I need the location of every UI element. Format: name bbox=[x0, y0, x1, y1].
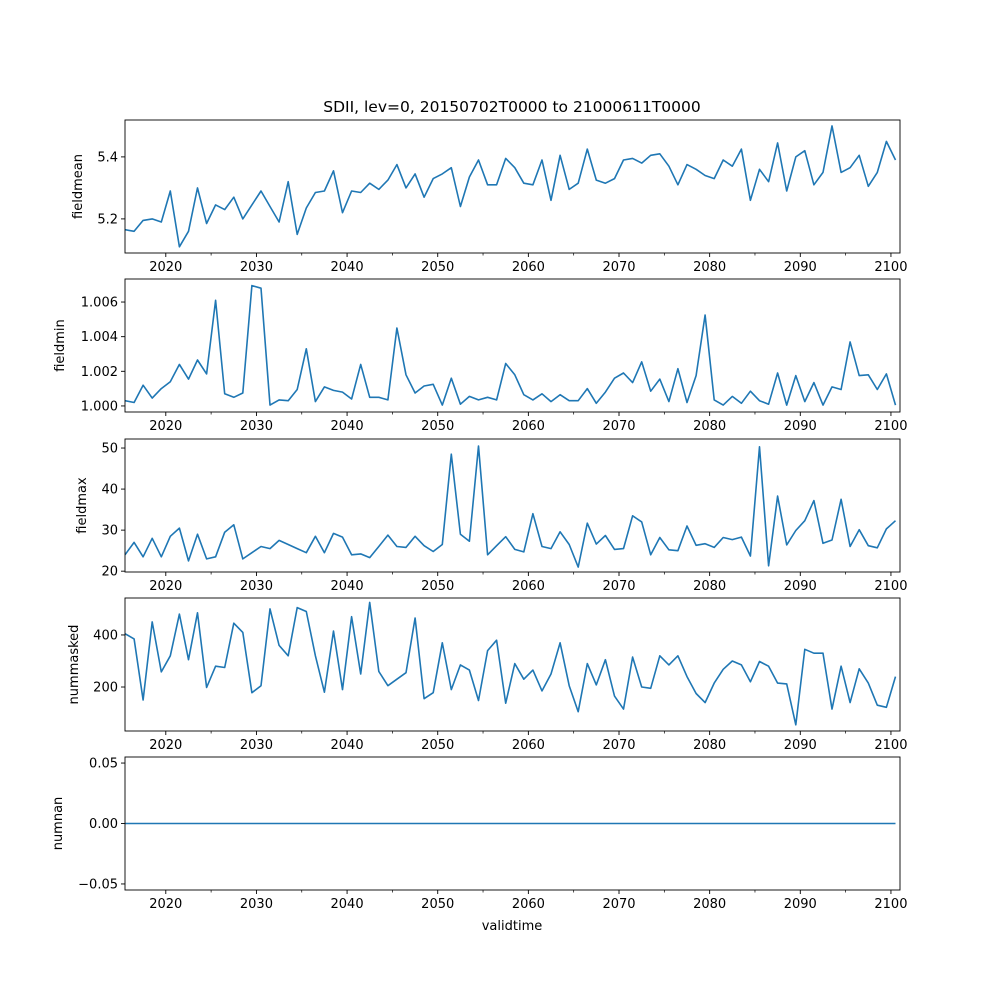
subplot-fieldmax: 2020 2030 2040 2050 2060 2070 2080 2090 21002030… bbox=[75, 438, 907, 594]
series-line-fieldmean bbox=[125, 125, 897, 248]
axes-frame bbox=[124, 597, 901, 732]
y-axis-label: fieldmax bbox=[75, 477, 90, 534]
subplot-fieldmin: 2020 2030 2040 2050 2060 2070 2080 2090 2100 1.00… bbox=[53, 278, 907, 434]
x-tick-label: 2060 bbox=[512, 579, 545, 594]
x-tick-label: 2070 bbox=[602, 260, 635, 275]
y-tick-label: 400 bbox=[93, 628, 118, 643]
subplot-nummasked: 2020 2030 2040 2050 2060 2070 2080 2090 2100 200 4… bbox=[67, 597, 907, 753]
y-tick-label: 0.05 bbox=[89, 757, 118, 772]
x-tick-label: 2020 bbox=[149, 260, 182, 275]
y-tick-label: 5.2 bbox=[97, 212, 118, 227]
y-tick-label: 1.000 bbox=[81, 399, 118, 414]
axes-frame bbox=[124, 438, 901, 573]
x-tick-label: 2030 bbox=[240, 738, 273, 753]
series-line-fieldmax bbox=[125, 445, 897, 568]
x-tick-label: 2030 bbox=[240, 579, 273, 594]
y-tick-label: 5.4 bbox=[97, 150, 118, 165]
y-tick-label: 1.004 bbox=[81, 330, 118, 345]
x-tick-label: 2090 bbox=[784, 419, 817, 434]
x-tick-label: 2100 bbox=[874, 579, 907, 594]
x-tick-label: 2020 bbox=[149, 579, 182, 594]
subplot-numnan: 2020 2030 2040 2050 2060 2070 2080 2090 2100 −0.0… bbox=[51, 757, 907, 912]
x-tick-label: 2020 bbox=[149, 897, 182, 912]
x-tick-label: 2050 bbox=[421, 260, 454, 275]
x-tick-label: 2040 bbox=[331, 738, 364, 753]
x-tick-label: 2050 bbox=[421, 419, 454, 434]
y-tick-label: 40 bbox=[101, 483, 118, 498]
x-tick-label: 2060 bbox=[512, 260, 545, 275]
axes-frame bbox=[124, 278, 901, 413]
y-axis-label: numnan bbox=[51, 797, 66, 851]
x-tick-label: 2070 bbox=[602, 897, 635, 912]
x-tick-label: 2030 bbox=[240, 419, 273, 434]
y-tick-label: 200 bbox=[93, 681, 118, 696]
series-line-nummasked bbox=[125, 601, 897, 726]
x-tick-label: 2080 bbox=[693, 897, 726, 912]
x-tick-label: 2040 bbox=[331, 897, 364, 912]
y-axis-label: nummasked bbox=[67, 625, 82, 705]
x-tick-label: 2020 bbox=[149, 419, 182, 434]
x-tick-label: 2060 bbox=[512, 419, 545, 434]
x-tick-label: 2090 bbox=[784, 897, 817, 912]
y-tick-label: −0.05 bbox=[78, 877, 118, 892]
y-axis-label: fieldmin bbox=[53, 319, 68, 372]
x-tick-label: 2090 bbox=[784, 738, 817, 753]
x-tick-label: 2050 bbox=[421, 738, 454, 753]
x-tick-label: 2040 bbox=[331, 260, 364, 275]
x-tick-label: 2040 bbox=[331, 419, 364, 434]
y-tick-label: 20 bbox=[101, 565, 118, 580]
y-tick-label: 0.00 bbox=[89, 817, 118, 832]
y-tick-label: 50 bbox=[101, 442, 118, 457]
y-tick-label: 1.006 bbox=[81, 296, 118, 311]
x-tick-label: 2070 bbox=[602, 738, 635, 753]
x-tick-label: 2080 bbox=[693, 419, 726, 434]
subplot-fieldmean: 2020 2030 2040 2050 2060 2070 2080 2090 2100 5.2 5… bbox=[71, 119, 907, 275]
y-tick-label: 1.002 bbox=[81, 365, 118, 380]
x-tick-label: 2090 bbox=[784, 579, 817, 594]
x-tick-label: 2100 bbox=[874, 738, 907, 753]
chart-title: SDII, lev=0, 20150702T0000 to 21000611T0… bbox=[323, 98, 701, 116]
x-tick-label: 2040 bbox=[331, 579, 364, 594]
x-tick-label: 2070 bbox=[602, 419, 635, 434]
x-tick-label: 2060 bbox=[512, 897, 545, 912]
x-tick-label: 2020 bbox=[149, 738, 182, 753]
y-axis-label: fieldmean bbox=[71, 154, 86, 219]
x-axis-label: validtime bbox=[482, 919, 543, 934]
x-tick-label: 2070 bbox=[602, 579, 635, 594]
axes-frame bbox=[124, 119, 901, 254]
x-tick-label: 2080 bbox=[693, 738, 726, 753]
x-tick-label: 2080 bbox=[693, 260, 726, 275]
x-tick-label: 2030 bbox=[240, 897, 273, 912]
x-tick-label: 2050 bbox=[421, 579, 454, 594]
x-tick-label: 2100 bbox=[874, 897, 907, 912]
x-tick-label: 2100 bbox=[874, 419, 907, 434]
x-tick-label: 2050 bbox=[421, 897, 454, 912]
series-line-fieldmin bbox=[125, 284, 897, 406]
x-tick-label: 2090 bbox=[784, 260, 817, 275]
x-tick-label: 2080 bbox=[693, 579, 726, 594]
x-tick-label: 2060 bbox=[512, 738, 545, 753]
x-tick-label: 2030 bbox=[240, 260, 273, 275]
y-tick-label: 30 bbox=[101, 524, 118, 539]
x-tick-label: 2100 bbox=[874, 260, 907, 275]
